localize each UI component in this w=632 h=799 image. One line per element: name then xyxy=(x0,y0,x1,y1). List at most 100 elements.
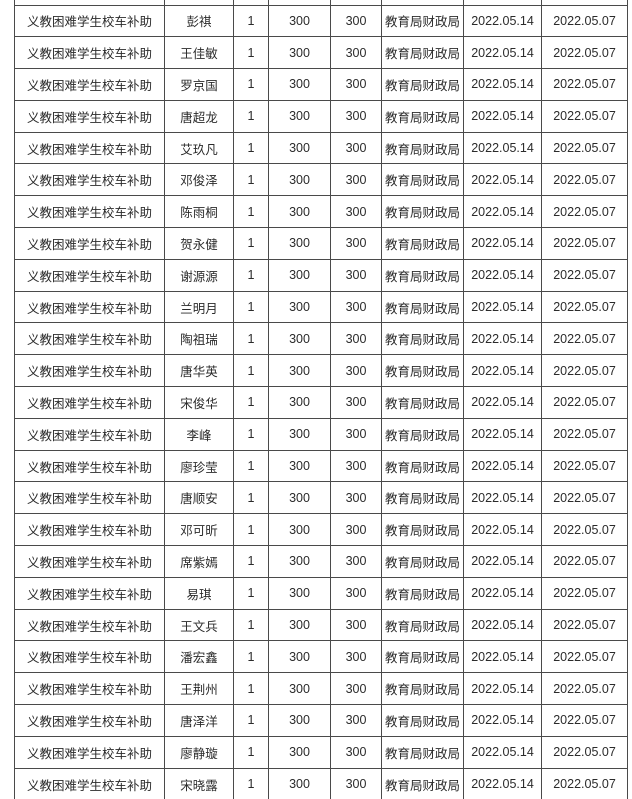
date-1-cell: 2022.05.14 xyxy=(463,449,542,483)
paid-amount-cell: 300 xyxy=(330,576,382,610)
table-row: 义教困难学生校车补助 陶祖瑞 1 300 300 教育局财政局 2022.05.14 2022… xyxy=(14,322,628,356)
student-name-cell: 宋俊华 xyxy=(164,386,234,419)
date-2-cell: 2022.05.07 xyxy=(541,163,628,197)
paid-amount-cell: 300 xyxy=(330,417,382,451)
standard-amount-cell: 300 xyxy=(268,417,331,451)
table-row: 义教困难学生校车补助 彭祺 1 300 300 教育局财政局 2022.05.14 2022.… xyxy=(14,4,628,38)
paid-amount-cell: 300 xyxy=(330,735,382,769)
date-2-cell: 2022.05.07 xyxy=(541,354,628,388)
agency-cell: 教育局财政局 xyxy=(381,163,464,197)
agency-cell: 教育局财政局 xyxy=(381,672,464,706)
table-row: 义教困难学生校车补助 邓可昕 1 300 300 教育局财政局 2022.05.14 2022… xyxy=(14,513,628,547)
student-name-cell: 宋晓露 xyxy=(164,767,234,799)
paid-amount-cell: 300 xyxy=(330,258,382,292)
agency-cell: 教育局财政局 xyxy=(381,68,464,101)
student-name-cell: 潘宏鑫 xyxy=(164,640,234,674)
subsidy-item-cell: 义教困难学生校车补助 xyxy=(14,386,165,419)
count-cell: 1 xyxy=(233,672,269,706)
date-1-cell: 2022.05.14 xyxy=(463,640,542,674)
date-1-cell: 2022.05.14 xyxy=(463,704,542,737)
student-name-cell: 唐超龙 xyxy=(164,99,234,133)
agency-cell: 教育局财政局 xyxy=(381,322,464,356)
date-2-cell: 2022.05.07 xyxy=(541,4,628,38)
subsidy-item-cell: 义教困难学生校车补助 xyxy=(14,36,165,70)
subsidy-item-cell: 义教困难学生校车补助 xyxy=(14,735,165,769)
table-row: 义教困难学生校车补助 谢源源 1 300 300 教育局财政局 2022.05.14 2022… xyxy=(14,258,628,292)
agency-cell: 教育局财政局 xyxy=(381,481,464,515)
date-1-cell: 2022.05.14 xyxy=(463,386,542,419)
table-row: 义教困难学生校车补助 贺永健 1 300 300 教育局财政局 2022.05.14 2022… xyxy=(14,227,628,260)
standard-amount-cell: 300 xyxy=(268,545,331,578)
count-cell: 1 xyxy=(233,640,269,674)
count-cell: 1 xyxy=(233,735,269,769)
count-cell: 1 xyxy=(233,545,269,578)
paid-amount-cell: 300 xyxy=(330,704,382,737)
count-cell: 1 xyxy=(233,481,269,515)
date-2-cell: 2022.05.07 xyxy=(541,481,628,515)
paid-amount-cell: 300 xyxy=(330,545,382,578)
paid-amount-cell: 300 xyxy=(330,36,382,70)
date-1-cell: 2022.05.14 xyxy=(463,195,542,229)
standard-amount-cell: 300 xyxy=(268,481,331,515)
subsidy-item-cell: 义教困难学生校车补助 xyxy=(14,354,165,388)
table-row: 义教困难学生校车补助 艾玖凡 1 300 300 教育局财政局 2022.05.14 2022… xyxy=(14,131,628,165)
date-2-cell: 2022.05.07 xyxy=(541,258,628,292)
student-name-cell: 廖静璇 xyxy=(164,735,234,769)
paid-amount-cell: 300 xyxy=(330,322,382,356)
date-2-cell: 2022.05.07 xyxy=(541,36,628,70)
table-row: 义教困难学生校车补助 唐泽洋 1 300 300 教育局财政局 2022.05.14 2022… xyxy=(14,704,628,737)
table-row: 义教困难学生校车补助 王佳敏 1 300 300 教育局财政局 2022.05.14 2022… xyxy=(14,36,628,70)
paid-amount-cell: 300 xyxy=(330,640,382,674)
count-cell: 1 xyxy=(233,767,269,799)
table-row: 义教困难学生校车补助 唐超龙 1 300 300 教育局财政局 2022.05.14 2022… xyxy=(14,99,628,133)
standard-amount-cell: 300 xyxy=(268,322,331,356)
standard-amount-cell: 300 xyxy=(268,4,331,38)
student-name-cell: 易琪 xyxy=(164,576,234,610)
date-1-cell: 2022.05.14 xyxy=(463,417,542,451)
date-1-cell: 2022.05.14 xyxy=(463,576,542,610)
agency-cell: 教育局财政局 xyxy=(381,767,464,799)
date-2-cell: 2022.05.07 xyxy=(541,386,628,419)
paid-amount-cell: 300 xyxy=(330,163,382,197)
date-1-cell: 2022.05.14 xyxy=(463,608,542,642)
count-cell: 1 xyxy=(233,99,269,133)
date-2-cell: 2022.05.07 xyxy=(541,735,628,769)
date-1-cell: 2022.05.14 xyxy=(463,322,542,356)
agency-cell: 教育局财政局 xyxy=(381,131,464,165)
date-2-cell: 2022.05.07 xyxy=(541,417,628,451)
standard-amount-cell: 300 xyxy=(268,195,331,229)
date-1-cell: 2022.05.14 xyxy=(463,4,542,38)
count-cell: 1 xyxy=(233,704,269,737)
subsidy-item-cell: 义教困难学生校车补助 xyxy=(14,513,165,547)
table-row: 义教困难学生校车补助 潘宏鑫 1 300 300 教育局财政局 2022.05.14 2022… xyxy=(14,640,628,674)
count-cell: 1 xyxy=(233,513,269,547)
date-2-cell: 2022.05.07 xyxy=(541,131,628,165)
agency-cell: 教育局财政局 xyxy=(381,99,464,133)
subsidy-item-cell: 义教困难学生校车补助 xyxy=(14,449,165,483)
date-2-cell: 2022.05.07 xyxy=(541,322,628,356)
date-1-cell: 2022.05.14 xyxy=(463,481,542,515)
standard-amount-cell: 300 xyxy=(268,608,331,642)
subsidy-item-cell: 义教困难学生校车补助 xyxy=(14,608,165,642)
date-1-cell: 2022.05.14 xyxy=(463,163,542,197)
table-row: 义教困难学生校车补助 王荆州 1 300 300 教育局财政局 2022.05.14 2022… xyxy=(14,672,628,706)
date-1-cell: 2022.05.14 xyxy=(463,68,542,101)
subsidy-item-cell: 义教困难学生校车补助 xyxy=(14,322,165,356)
agency-cell: 教育局财政局 xyxy=(381,195,464,229)
student-name-cell: 艾玖凡 xyxy=(164,131,234,165)
agency-cell: 教育局财政局 xyxy=(381,735,464,769)
count-cell: 1 xyxy=(233,449,269,483)
subsidy-item-cell: 义教困难学生校车补助 xyxy=(14,704,165,737)
student-name-cell: 陈雨桐 xyxy=(164,195,234,229)
student-name-cell: 李峰 xyxy=(164,417,234,451)
subsidy-item-cell: 义教困难学生校车补助 xyxy=(14,258,165,292)
agency-cell: 教育局财政局 xyxy=(381,354,464,388)
date-2-cell: 2022.05.07 xyxy=(541,576,628,610)
table-row: 义教困难学生校车补助 李峰 1 300 300 教育局财政局 2022.05.14 2022.… xyxy=(14,417,628,451)
paid-amount-cell: 300 xyxy=(330,767,382,799)
agency-cell: 教育局财政局 xyxy=(381,576,464,610)
table-row: 义教困难学生校车补助 易琪 1 300 300 教育局财政局 2022.05.14 2022.… xyxy=(14,576,628,610)
paid-amount-cell: 300 xyxy=(330,354,382,388)
standard-amount-cell: 300 xyxy=(268,449,331,483)
date-2-cell: 2022.05.07 xyxy=(541,513,628,547)
